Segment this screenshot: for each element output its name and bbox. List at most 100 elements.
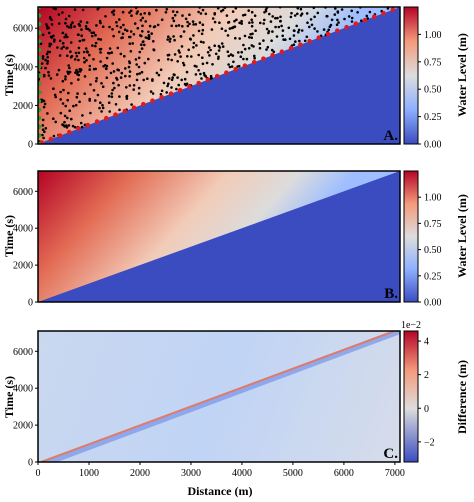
interior-point (137, 86, 141, 90)
interior-point (54, 7, 57, 11)
interior-point (166, 58, 170, 61)
ytick-label: 2000 (13, 421, 33, 432)
interior-point (41, 128, 45, 131)
interior-point (170, 86, 173, 89)
interior-point (147, 34, 151, 37)
interior-point (118, 18, 121, 21)
ytick-label: 4000 (13, 384, 33, 395)
xtick-label: 6000 (334, 468, 354, 479)
interior-point (45, 24, 49, 28)
interior-point (159, 68, 163, 71)
interior-point (42, 136, 45, 140)
interior-point (140, 70, 144, 74)
interior-point (151, 79, 154, 82)
interior-point (171, 16, 175, 20)
interior-point (69, 41, 73, 44)
interior-point (217, 57, 220, 60)
panel-b-frame (37, 170, 401, 303)
interior-point (70, 82, 73, 85)
front-point (187, 84, 192, 89)
interior-point (132, 33, 136, 36)
interior-point (194, 73, 198, 76)
interior-point (268, 12, 271, 16)
interior-point (186, 20, 189, 24)
interior-point (77, 78, 80, 81)
interior-point (276, 16, 279, 20)
interior-point (46, 112, 49, 115)
interior-point (105, 67, 108, 71)
interior-point (52, 87, 55, 90)
interior-point (109, 71, 113, 75)
interior-point (84, 25, 88, 28)
xtick-label: 5000 (283, 468, 303, 479)
interior-point (49, 77, 53, 80)
interior-point (199, 12, 203, 15)
interior-point (316, 30, 319, 33)
interior-point (149, 90, 153, 93)
interior-point (112, 34, 115, 38)
interior-point (249, 33, 252, 36)
interior-point (167, 35, 170, 38)
interior-point (199, 40, 203, 44)
panel-c-colorbar-scale: 1e−2 (401, 320, 421, 331)
interior-point (195, 65, 198, 68)
front-point (335, 28, 340, 33)
interior-point (129, 9, 133, 13)
interior-point (110, 95, 114, 98)
interior-point (96, 93, 100, 97)
interior-point (192, 41, 196, 45)
interior-point (176, 76, 179, 79)
interior-point (78, 100, 81, 104)
interior-point (263, 11, 266, 14)
interior-point (139, 13, 143, 16)
interior-point (165, 91, 168, 94)
interior-point (63, 114, 67, 118)
interior-point (84, 47, 88, 50)
interior-point (114, 103, 118, 106)
interior-point (220, 9, 223, 13)
interior-point (85, 59, 88, 62)
interior-point (188, 22, 191, 26)
interior-point (210, 76, 213, 80)
interior-point (213, 44, 216, 47)
interior-point (183, 77, 187, 81)
interior-point (308, 25, 311, 29)
interior-point (350, 20, 354, 23)
interior-point (220, 27, 224, 31)
interior-point (274, 16, 277, 20)
interior-point (135, 12, 139, 15)
ytick-label: 0 (28, 458, 33, 469)
interior-point (59, 90, 62, 94)
interior-point (52, 34, 55, 38)
interior-point (94, 33, 97, 37)
interior-point (74, 51, 78, 55)
interior-point (305, 12, 309, 15)
interior-point (47, 74, 51, 77)
interior-point (143, 43, 146, 47)
front-point (177, 87, 183, 93)
interior-point (52, 117, 55, 120)
interior-point (259, 21, 262, 25)
interior-point (57, 13, 61, 16)
interior-point (277, 25, 281, 29)
interior-point (101, 25, 105, 29)
interior-point (129, 30, 133, 33)
interior-point (55, 73, 59, 76)
front-point (67, 129, 72, 135)
interior-point (250, 18, 253, 22)
interior-point (89, 111, 92, 115)
interior-point (81, 114, 84, 117)
interior-point (62, 88, 65, 92)
panel-a-points (38, 7, 396, 144)
ytick-label: 4000 (13, 224, 33, 235)
interior-point (134, 58, 138, 61)
colorbar-tick-label: 1.00 (424, 193, 442, 204)
interior-point (95, 77, 98, 80)
interior-point (274, 25, 277, 29)
interior-point (336, 11, 340, 14)
interior-point (248, 36, 251, 39)
interior-point (79, 121, 83, 125)
front-point (85, 122, 91, 128)
interior-point (80, 28, 83, 31)
